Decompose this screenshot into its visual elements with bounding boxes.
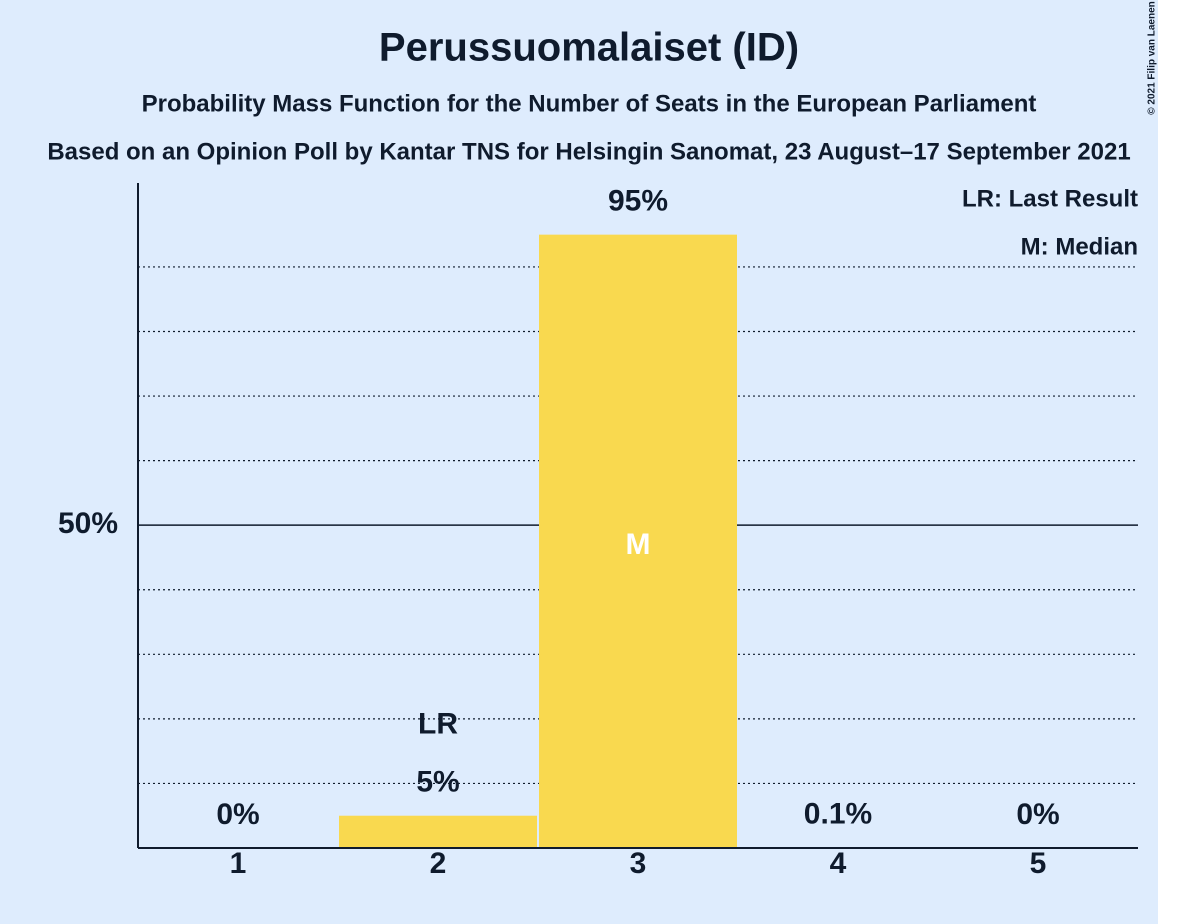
x-tick-label: 4 bbox=[830, 847, 847, 880]
bar bbox=[539, 234, 737, 848]
annotation: M bbox=[626, 528, 651, 561]
value-label: 0.1% bbox=[804, 797, 872, 830]
x-tick-label: 1 bbox=[230, 847, 247, 880]
value-label: 5% bbox=[416, 766, 459, 799]
legend-entry: M: Median bbox=[1021, 233, 1138, 260]
value-label: 95% bbox=[608, 185, 668, 218]
chart-title: Perussuomalaiset (ID) bbox=[379, 26, 799, 70]
value-label: 0% bbox=[216, 798, 259, 831]
chart-subtitle: Probability Mass Function for the Number… bbox=[142, 90, 1037, 117]
y-tick-label: 50% bbox=[58, 507, 118, 540]
x-tick-label: 5 bbox=[1030, 847, 1047, 880]
margin bbox=[1158, 0, 1178, 924]
value-label: 0% bbox=[1016, 798, 1059, 831]
x-tick-label: 3 bbox=[630, 847, 647, 880]
copyright: © 2021 Filip van Laenen bbox=[1147, 1, 1158, 115]
legend-entry: LR: Last Result bbox=[962, 185, 1138, 212]
chart-subtitle: Based on an Opinion Poll by Kantar TNS f… bbox=[47, 138, 1130, 165]
annotation: LR bbox=[418, 708, 458, 741]
bar bbox=[339, 815, 537, 848]
x-tick-label: 2 bbox=[430, 847, 447, 880]
